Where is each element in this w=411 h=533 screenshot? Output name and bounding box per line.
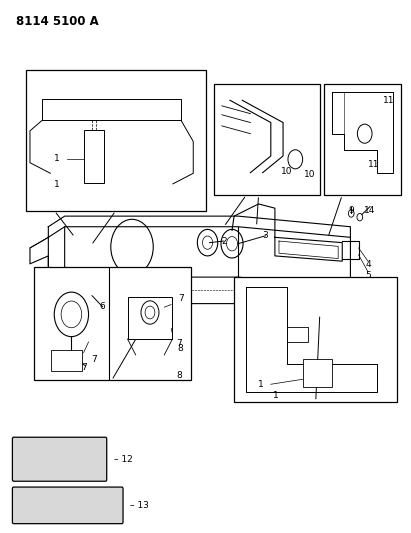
Bar [34,266,191,381]
Text: PREMIUM RECOMMENDED: PREMIUM RECOMMENDED [28,470,92,475]
Bar [324,84,402,195]
Text: 6: 6 [100,302,106,311]
Bar [127,296,173,339]
Text: 1: 1 [258,379,263,389]
Text: 10: 10 [281,166,293,175]
Text: 2: 2 [221,237,227,246]
Text: 4: 4 [365,261,371,269]
Text: 7: 7 [176,339,182,348]
Bar [234,277,397,402]
Text: 7: 7 [178,294,183,303]
Text: 8: 8 [176,370,182,379]
Bar [302,359,332,387]
FancyBboxPatch shape [12,487,123,523]
Text: 1: 1 [53,155,59,164]
Bar [84,130,104,183]
Text: 7: 7 [81,363,87,372]
Text: 11: 11 [383,96,395,105]
Bar [214,84,320,195]
Text: 1: 1 [273,391,279,400]
Bar [26,70,206,211]
Text: 5: 5 [365,271,371,280]
Text: 3: 3 [263,231,268,240]
Text: 10: 10 [304,171,315,180]
Text: 8: 8 [178,344,183,353]
FancyBboxPatch shape [12,437,107,481]
Text: 1: 1 [53,180,59,189]
Text: 11: 11 [368,160,380,168]
Text: 7: 7 [91,356,97,365]
Text: 9: 9 [349,206,354,215]
Text: 8114 5100 A: 8114 5100 A [16,14,98,28]
Bar [51,350,82,371]
Text: – 12: – 12 [114,455,132,464]
Text: UNLEADED FUEL ONLY: UNLEADED FUEL ONLY [24,496,111,502]
Text: ONLY: ONLY [49,455,69,461]
Text: UNLEADED FUEL: UNLEADED FUEL [28,445,92,451]
Text: – 13: – 13 [130,501,149,510]
Text: 14: 14 [364,206,376,215]
Text: PREMIUM RECOMMENDED: PREMIUM RECOMMENDED [36,511,100,516]
